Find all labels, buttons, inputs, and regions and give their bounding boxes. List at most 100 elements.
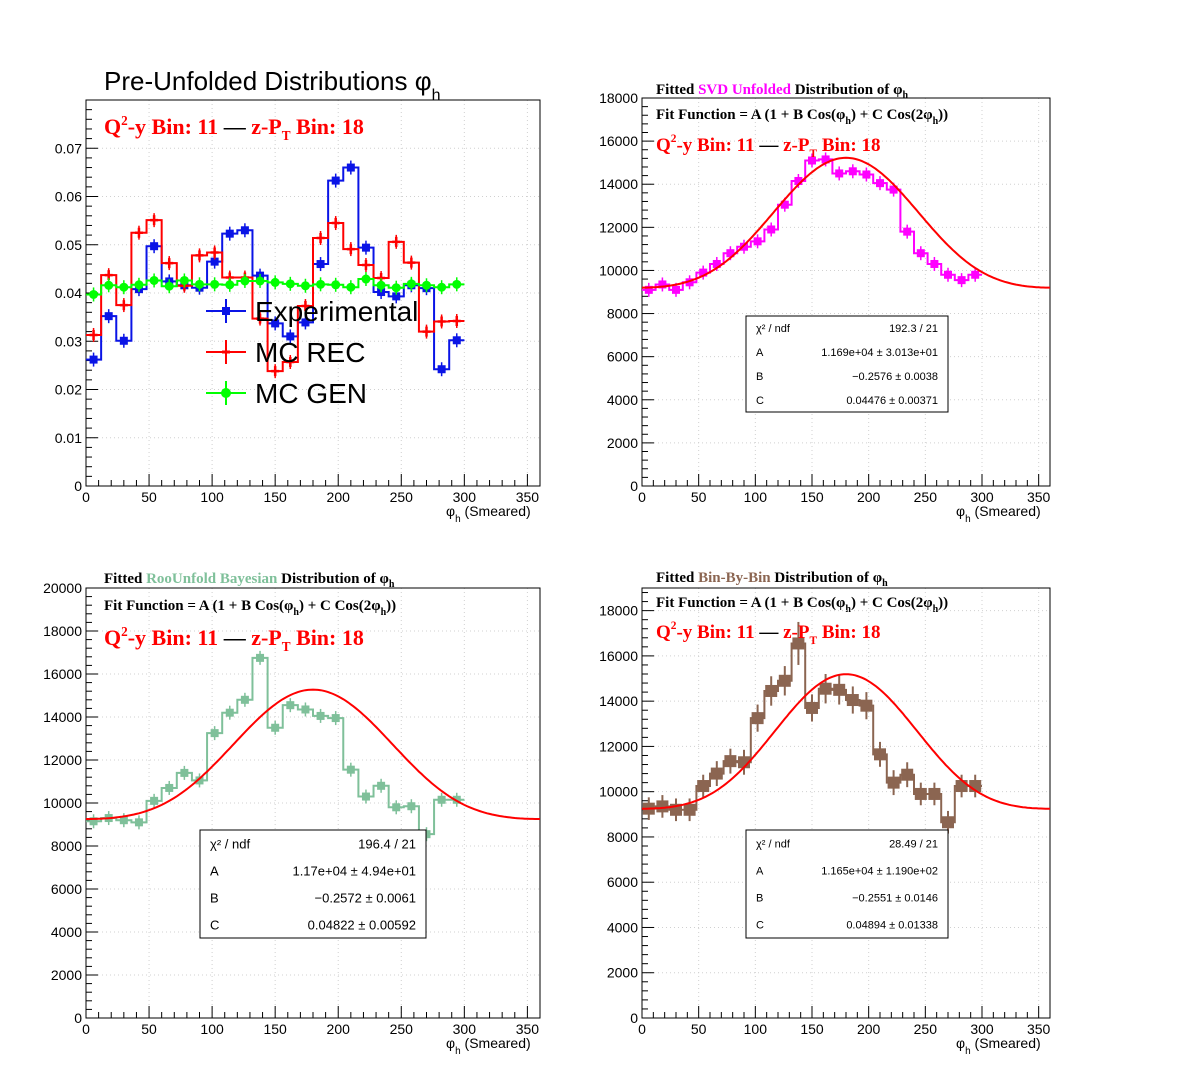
data-point [164,281,174,291]
y-tick-label: 4000 [607,919,638,935]
x-tick-label: 200 [857,489,881,505]
x-tick-label: 200 [327,489,351,505]
y-tick-label: 0.04 [55,285,82,301]
x-tick-label: 0 [82,1021,90,1037]
fit-function-end: )) [386,598,396,614]
y-tick-label: 6000 [51,881,82,897]
data-point [833,683,846,696]
legend-label: MC REC [255,337,365,368]
data-point [301,318,310,327]
y-tick-label: 16000 [599,648,638,664]
series-fit [642,673,1050,810]
y-tick-label: 12000 [599,219,638,235]
data-point [656,800,669,813]
data-point [134,818,143,827]
minor-ticks [85,587,541,1019]
data-point [819,682,832,695]
y-tick-label: 18000 [43,623,82,639]
data-point [331,176,340,185]
fit-function-sub: h [293,607,299,618]
chart-title-suffix: Distribution of [791,82,893,98]
data-point [753,237,762,246]
data-point [794,176,803,185]
stats-label: C [210,917,219,932]
chart-title-sub: h [389,579,395,590]
bin-label-q-text: -y Bin: 11 [128,625,218,650]
fit-function-a: Fit Function = A (1 + B Cos(φ [656,107,845,123]
data-point [887,776,900,789]
data-point [150,242,159,251]
data-point [119,816,128,825]
data-point [225,280,235,290]
x-tick-label: 100 [200,1021,224,1037]
data-point [903,227,912,236]
data-point [119,282,129,292]
data-point [195,279,204,289]
data-point [225,229,234,238]
minor-ticks [641,592,1051,1019]
y-tick-label: 18000 [599,603,638,619]
data-point [437,282,447,292]
y-tick-label: 0.05 [55,237,82,253]
y-tick-label: 12000 [599,738,638,754]
chart-title-phi: φ [893,82,902,98]
data-point [377,781,386,790]
data-point [286,356,295,367]
data-point [271,723,280,732]
fit-function-end: )) [938,107,948,123]
x-tick-label: 0 [638,489,646,505]
y-tick-label: 4000 [51,924,82,940]
fit-stats-box: χ² / ndf 192.3 / 21 A 1.169e+04 ± 3.013e+01… [745,315,949,413]
fit-function-a: Fit Function = A (1 + B Cos(φ [104,598,293,614]
fit-curve [642,673,1050,810]
series-bin-by-bin [642,621,982,834]
x-tick-label: 350 [1027,489,1051,505]
data-point [792,637,805,650]
bin-label-dash: — [758,622,779,643]
data-point [346,163,355,172]
minor-ticks [85,99,541,487]
minor-ticks [641,97,1051,487]
stats-label: B [756,371,763,383]
fit-function-mid: ) + C Cos(2φ [851,107,933,123]
x-tick-label: 100 [744,489,768,505]
series-roounfold-bayesian [86,650,465,842]
data-point [452,336,461,345]
bin-label-q-text: -y Bin: 11 [676,622,754,643]
data-point [724,755,737,768]
data-point [876,179,884,188]
x-tick-label: 50 [691,1021,707,1037]
chart-title-prefix: Fitted [656,570,698,586]
data-point [346,282,356,292]
fit-stats-box: χ² / ndf 196.4 / 21 A 1.17e+04 ± 4.94e+01 B −… [199,829,427,939]
bin-label-z: z-P [251,625,282,650]
data-point [286,701,295,710]
stats-label: χ² / ndf [756,323,791,335]
legend-label: MC GEN [255,378,367,409]
grid [86,100,540,486]
data-point [422,326,431,337]
data-point [361,243,370,252]
series-fit [86,688,540,820]
plot-frame [641,97,1051,487]
data-point [685,278,694,287]
data-point [658,280,667,289]
x-tick-label: 200 [327,1021,351,1037]
fit-function-end: )) [938,595,948,611]
stats-value: −0.2572 ± 0.0061 [315,890,416,905]
data-point [697,780,710,793]
data-point [301,301,310,312]
chart-panel-2: 0 50 100 150 200 250 300 350 0 2000 4000 6000 8000 10… [599,90,1050,525]
y-tick-label: 0.01 [55,430,82,446]
chart-title-sub: h [432,87,441,104]
data-point [391,283,401,293]
data-point [134,227,143,238]
x-tick-label: 50 [141,489,157,505]
bin-label-z-text: Bin: 18 [817,135,880,156]
x-tick-label: 300 [453,1021,477,1037]
data-point [195,776,204,785]
x-axis-label: φh (Smeared) [956,503,1041,525]
x-tick-label: 0 [82,489,90,505]
x-axis-label-suffix: (Smeared) [461,1035,531,1051]
x-axis-label: φh (Smeared) [446,503,531,525]
